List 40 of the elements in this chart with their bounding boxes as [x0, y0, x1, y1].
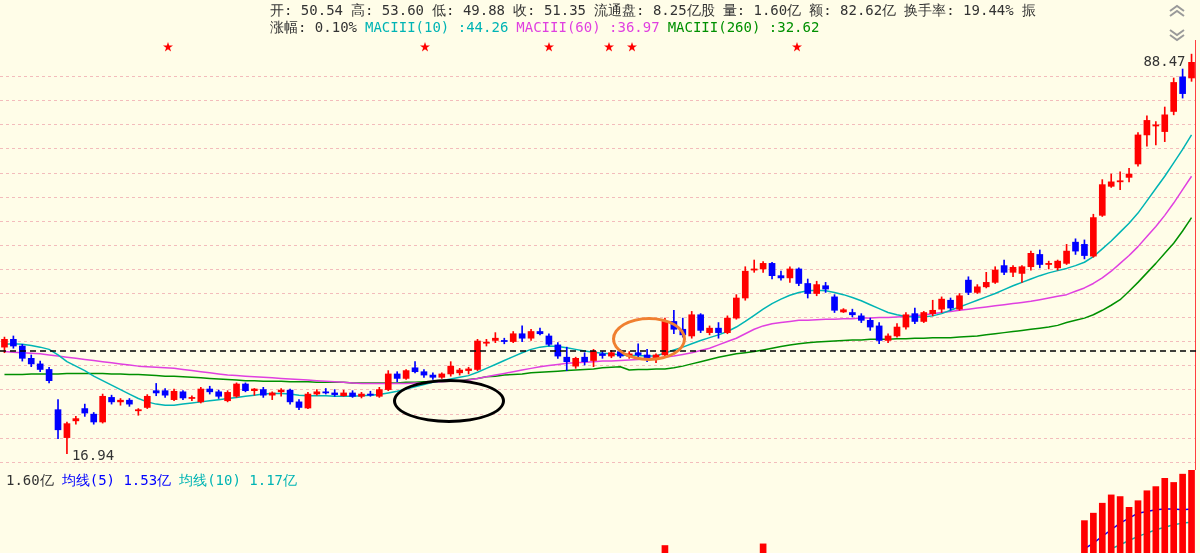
bar [1161, 477, 1169, 553]
bar [1170, 482, 1178, 553]
annotation: 88.47 [1143, 52, 1186, 69]
bar [1116, 496, 1124, 553]
bar [1090, 512, 1097, 553]
bar [1134, 500, 1142, 553]
text: :36.97 [608, 19, 660, 35]
candlestick [152, 383, 160, 397]
annotation: 1.17亿 [248, 472, 298, 488]
text: 低: 49.88 [432, 2, 506, 19]
text: 流通盘: 8.25亿股 [594, 2, 715, 19]
bar [1179, 473, 1186, 553]
text: 额: 82.62亿 [809, 2, 897, 19]
text: 涨幅: 0.10% [270, 19, 358, 36]
text: MACIII(260) [667, 19, 761, 35]
text: MACIII(10) [365, 19, 450, 35]
text: 均线(10) [179, 472, 241, 488]
text: :44.26 [456, 19, 509, 35]
bar [1143, 490, 1151, 553]
candlestick [563, 346, 571, 371]
text: :32.62 [767, 19, 820, 35]
bar [1125, 507, 1133, 553]
text: 开: 50.54 [270, 2, 344, 19]
bar [661, 545, 669, 553]
text: 量: 1.60亿 [722, 2, 802, 19]
text: 换手率: 19.44% [904, 2, 1014, 19]
text: MACIII(60) [516, 19, 601, 35]
text: 收: 51.35 [513, 2, 587, 19]
annotation: 1.53亿 [122, 472, 172, 488]
annotation: 16.94 [71, 447, 115, 464]
text: 振 [1021, 2, 1036, 19]
bar [1152, 486, 1160, 553]
bar [1081, 520, 1088, 553]
candlestick [1116, 171, 1124, 190]
bar [1107, 494, 1115, 553]
annotation: 1.60亿 [6, 472, 54, 489]
text: 高: 53.60 [351, 2, 425, 19]
bar [1188, 470, 1195, 553]
bar [1098, 502, 1106, 553]
text: 均线(5) [61, 472, 116, 488]
